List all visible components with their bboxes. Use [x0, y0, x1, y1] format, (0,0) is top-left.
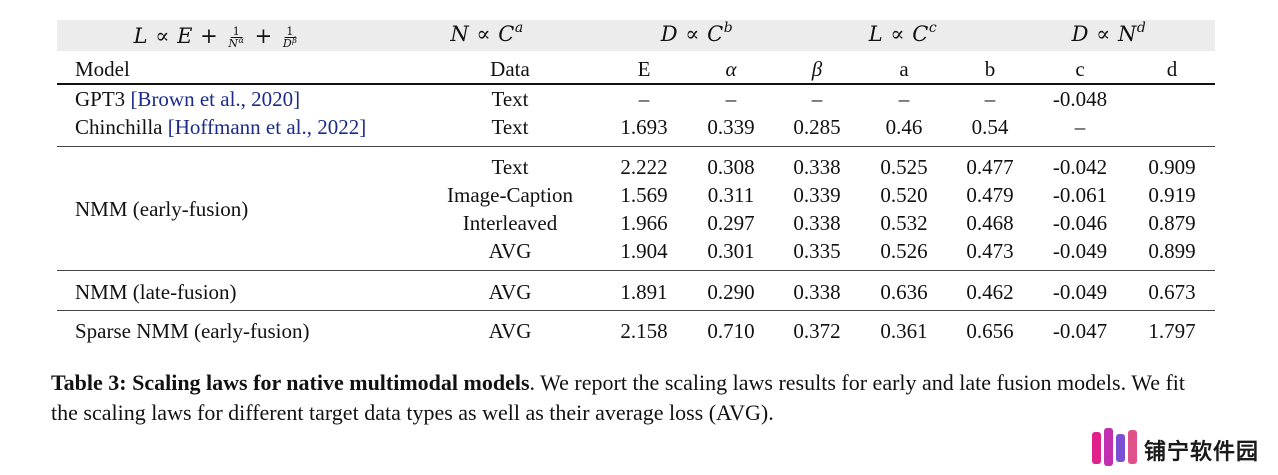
- header-c: c: [1075, 57, 1085, 81]
- model-cell: Sparse NMM (early-fusion): [75, 319, 310, 343]
- scaling-laws-table: L ∝ E + 1 Nα + 1 Dβ N ∝ Ca D ∝ Cb L ∝ Cc D…: [57, 16, 1215, 352]
- data-cell: Text: [491, 115, 529, 139]
- data-cell: Text: [491, 87, 529, 111]
- value-c: -0.048: [1052, 87, 1108, 111]
- data-cell: Image-Caption: [447, 183, 573, 207]
- value-b: 0.468: [966, 211, 1014, 235]
- value-alpha: 0.710: [707, 319, 755, 343]
- model-cell: GPT3 [Brown et al., 2020]: [75, 87, 301, 111]
- model-cell: Chinchilla [Hoffmann et al., 2022]: [75, 115, 367, 139]
- header-e: E: [637, 57, 651, 81]
- value-a: 0.520: [880, 183, 928, 207]
- header-a: a: [899, 57, 909, 81]
- row-divider: [57, 270, 1215, 271]
- value-beta: 0.335: [793, 239, 841, 263]
- value-beta: 0.338: [793, 211, 841, 235]
- header-beta: β: [811, 57, 823, 81]
- value-a: 0.532: [880, 211, 928, 235]
- value-b: –: [984, 87, 996, 111]
- value-a: 0.46: [885, 115, 923, 139]
- value-c: -0.049: [1052, 280, 1108, 304]
- watermark-icon: [1092, 428, 1137, 466]
- value-a: 0.526: [880, 239, 928, 263]
- value-beta: 0.285: [793, 115, 841, 139]
- caption-label: Table 3: Scaling laws for native multimo…: [51, 370, 530, 395]
- value-d: 0.919: [1148, 183, 1196, 207]
- loss-compute-formula: L ∝ Cc: [868, 20, 938, 46]
- citation-link[interactable]: [Hoffmann et al., 2022]: [167, 115, 367, 139]
- data-cell: Text: [491, 155, 529, 179]
- value-c: -0.042: [1052, 155, 1108, 179]
- data-cell: Interleaved: [462, 211, 558, 235]
- value-beta: 0.338: [793, 155, 841, 179]
- data-cell: AVG: [488, 239, 532, 263]
- header-rule: [57, 83, 1215, 85]
- value-c: -0.046: [1052, 211, 1108, 235]
- formula-header-band: [57, 20, 1215, 51]
- value-e: 2.158: [620, 319, 668, 343]
- caption-text: . We report the scaling laws results for…: [51, 370, 1186, 425]
- value-beta: 0.372: [793, 319, 841, 343]
- header-model: Model: [75, 57, 130, 81]
- value-d: 1.797: [1148, 319, 1196, 343]
- value-e: 1.891: [620, 280, 668, 304]
- value-e: 1.693: [620, 115, 668, 139]
- value-a: 0.636: [880, 280, 928, 304]
- value-alpha: 0.301: [707, 239, 755, 263]
- value-e: 1.904: [620, 239, 668, 263]
- watermark-text: 铺宁软件园: [1144, 440, 1260, 465]
- value-c: -0.047: [1052, 319, 1108, 343]
- row-divider: [57, 310, 1215, 311]
- value-d: 0.899: [1148, 239, 1196, 263]
- value-e: –: [638, 87, 650, 111]
- header-b: b: [984, 57, 996, 81]
- data-cell: AVG: [488, 280, 532, 304]
- value-d: 0.879: [1148, 211, 1196, 235]
- model-cell: NMM (early-fusion): [75, 197, 249, 221]
- value-b: 0.473: [966, 239, 1014, 263]
- header-data: Data: [490, 57, 530, 81]
- model-cell: NMM (late-fusion): [75, 280, 237, 304]
- header-alpha: α: [725, 57, 737, 81]
- loss-formula: L ∝ E + 1 Nα + 1 Dβ: [133, 24, 298, 50]
- value-c: -0.061: [1052, 183, 1108, 207]
- data-params-formula: D ∝ Nd: [1071, 20, 1147, 46]
- value-c: –: [1074, 115, 1086, 139]
- value-beta: –: [811, 87, 823, 111]
- value-beta: 0.339: [793, 183, 841, 207]
- row-divider: [57, 146, 1215, 147]
- value-b: 0.479: [966, 183, 1014, 207]
- value-d: 0.673: [1148, 280, 1196, 304]
- value-b: 0.477: [966, 155, 1014, 179]
- value-d: 0.909: [1148, 155, 1196, 179]
- value-alpha: 0.311: [707, 183, 755, 207]
- params-compute-formula: N ∝ Ca: [450, 20, 524, 46]
- table-caption: Table 3: Scaling laws for native multimo…: [51, 368, 1211, 428]
- citation-link[interactable]: [Brown et al., 2020]: [130, 87, 301, 111]
- value-b: 0.656: [966, 319, 1014, 343]
- value-alpha: 0.339: [707, 115, 755, 139]
- data-cell: AVG: [488, 319, 532, 343]
- value-e: 1.966: [620, 211, 668, 235]
- value-e: 2.222: [620, 155, 668, 179]
- value-alpha: 0.297: [707, 211, 755, 235]
- value-a: –: [898, 87, 910, 111]
- value-beta: 0.338: [793, 280, 841, 304]
- value-b: 0.462: [966, 280, 1014, 304]
- watermark-logo: 铺宁软件园: [1090, 426, 1270, 470]
- header-d: d: [1166, 57, 1178, 81]
- value-alpha: 0.308: [707, 155, 755, 179]
- value-alpha: –: [725, 87, 737, 111]
- value-c: -0.049: [1052, 239, 1108, 263]
- value-a: 0.525: [880, 155, 928, 179]
- value-a: 0.361: [880, 319, 928, 343]
- value-alpha: 0.290: [707, 280, 755, 304]
- value-b: 0.54: [971, 115, 1009, 139]
- data-compute-formula: D ∝ Cb: [660, 20, 734, 46]
- value-e: 1.569: [620, 183, 668, 207]
